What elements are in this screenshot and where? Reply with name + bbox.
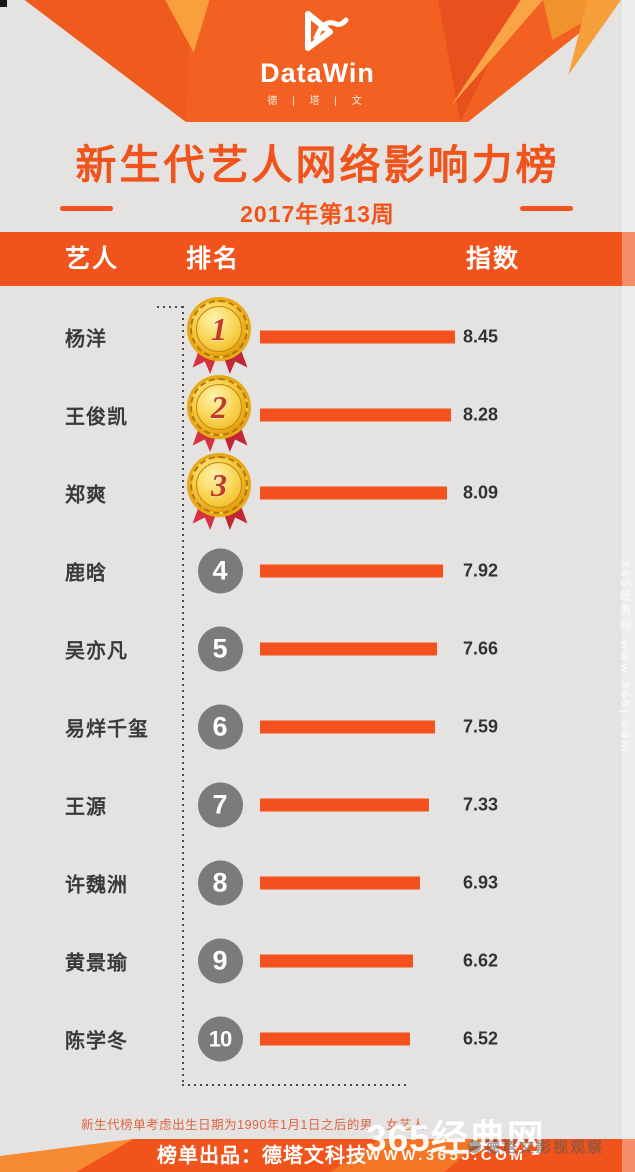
- observer-logo-icon: [468, 1140, 481, 1153]
- ranking-chart: 杨洋 1 8.45 王俊凯 2 8.28 郑爽 3 8.09 鹿晗 4 7.92…: [0, 286, 635, 1078]
- watermark-observer: 德塔文影视观察: [468, 1136, 604, 1157]
- index-bar: [260, 486, 447, 500]
- rank-row: 黄景瑜 9 6.62: [0, 922, 635, 1000]
- rank-row: 郑爽 3 8.09: [0, 454, 635, 532]
- page-title: 新生代艺人网络影响力榜: [75, 142, 560, 188]
- axis-tick: [157, 306, 183, 308]
- datawin-logo: DataWin 德 | 塔 | 文: [0, 8, 635, 107]
- index-bar: [260, 408, 451, 422]
- gold-medal-icon: 2: [189, 378, 251, 456]
- watermark-url: WWW.365J.COM: [366, 1147, 527, 1164]
- artist-name: 黄景瑜: [65, 952, 128, 975]
- index-value: 8.28: [463, 404, 499, 425]
- rank-circle: 5: [197, 626, 243, 672]
- dash-right: [520, 206, 573, 211]
- column-header-artist: 艺人: [65, 245, 120, 273]
- artist-name: 陈学冬: [65, 1030, 128, 1053]
- right-edge-strip: [622, 0, 635, 1172]
- page-subtitle: 2017年第13周: [240, 201, 395, 227]
- rank-circle: 9: [197, 938, 243, 984]
- index-value: 6.62: [463, 950, 499, 971]
- rank-circle: 7: [197, 782, 243, 828]
- rank-badge-slot: 8: [188, 860, 252, 906]
- index-value: 8.45: [463, 326, 499, 347]
- subtitle-row: 2017年第13周: [0, 195, 635, 227]
- axis-vertical-dotted: [182, 306, 184, 1085]
- rank-row: 王俊凯 2 8.28: [0, 376, 635, 454]
- rank-row: 鹿晗 4 7.92: [0, 532, 635, 610]
- index-bar: [260, 1032, 410, 1046]
- medal-coin: 2: [190, 378, 248, 436]
- footnote: 新生代榜单考虑出生日期为1990年1月1日之后的男、女艺人: [81, 1118, 425, 1132]
- index-value: 7.66: [463, 638, 499, 659]
- index-bar: [260, 330, 455, 344]
- index-value: 7.33: [463, 794, 499, 815]
- dash-left: [60, 206, 113, 211]
- rank-row: 陈学冬 10 6.52: [0, 1000, 635, 1078]
- artist-name: 易烊千玺: [65, 718, 149, 741]
- artist-name: 许魏洲: [65, 874, 128, 897]
- rank-row: 许魏洲 8 6.93: [0, 844, 635, 922]
- index-bar: [260, 564, 443, 578]
- rank-row: 吴亦凡 5 7.66: [0, 610, 635, 688]
- rank-badge-slot: 2: [188, 374, 252, 456]
- column-header-index: 指数: [466, 245, 521, 273]
- artist-name: 杨洋: [65, 328, 107, 351]
- rank-circle: 10: [197, 1016, 243, 1062]
- rank-badge-slot: 6: [188, 704, 252, 750]
- index-value: 6.93: [463, 872, 499, 893]
- index-value: 7.92: [463, 560, 499, 581]
- rank-row: 易烊千玺 6 7.59: [0, 688, 635, 766]
- rank-row: 杨洋 1 8.45: [0, 298, 635, 376]
- top-banner: DataWin 德 | 塔 | 文: [0, 0, 635, 125]
- artist-name: 王俊凯: [65, 406, 128, 429]
- footer-band: [0, 1139, 635, 1172]
- rank-badge-slot: 3: [188, 452, 252, 534]
- index-bar: [260, 954, 413, 968]
- index-value: 7.59: [463, 716, 499, 737]
- rank-badge-slot: 9: [188, 938, 252, 984]
- rank-circle: 8: [197, 860, 243, 906]
- index-bar: [260, 720, 435, 734]
- rank-badge-slot: 4: [188, 548, 252, 594]
- rank-badge-slot: 1: [188, 296, 252, 378]
- rank-row: 王源 7 7.33: [0, 766, 635, 844]
- rank-circle: 6: [197, 704, 243, 750]
- rank-badge-slot: 7: [188, 782, 252, 828]
- axis-horizontal-dotted: [182, 1084, 407, 1086]
- index-bar: [260, 642, 437, 656]
- logo-name: DataWin: [260, 58, 375, 88]
- corner-mark: [0, 0, 7, 7]
- index-value: 8.09: [463, 482, 499, 503]
- medal-coin: 1: [190, 300, 248, 358]
- column-header-rank: 排名: [186, 245, 241, 273]
- artist-name: 鹿晗: [65, 562, 107, 585]
- logo-subtitle: 德 | 塔 | 文: [267, 96, 368, 107]
- rank-badge-slot: 10: [188, 1016, 252, 1062]
- artist-name: 王源: [65, 796, 107, 819]
- gold-medal-icon: 1: [189, 300, 251, 378]
- table-header-bar: 艺人 排名 指数: [0, 232, 635, 286]
- side-watermark: 365经典网 www.365j.com: [618, 560, 632, 754]
- observer-label: 德塔文影视观察: [485, 1139, 605, 1156]
- artist-name: 郑爽: [65, 484, 107, 507]
- artist-name: 吴亦凡: [65, 640, 128, 663]
- watermark-site: 365经典网: [366, 1118, 545, 1159]
- medal-coin: 3: [190, 456, 248, 514]
- rank-badge-slot: 5: [188, 626, 252, 672]
- index-bar: [260, 798, 429, 812]
- index-value: 6.52: [463, 1028, 499, 1049]
- rank-circle: 4: [197, 548, 243, 594]
- datawin-logo-icon: [304, 11, 348, 51]
- index-bar: [260, 876, 420, 890]
- gold-medal-icon: 3: [189, 456, 251, 534]
- footer-credit: 榜单出品：德塔文科技: [157, 1145, 367, 1167]
